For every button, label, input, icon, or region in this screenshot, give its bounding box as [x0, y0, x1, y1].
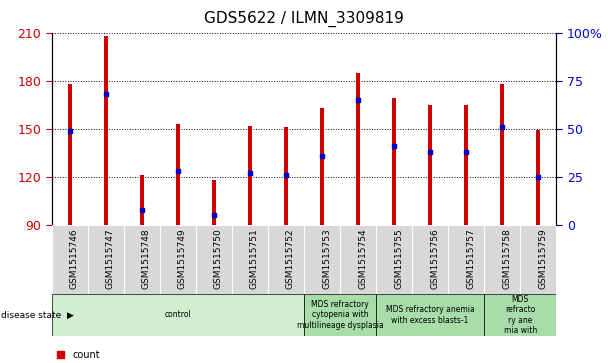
Bar [428, 105, 432, 225]
FancyBboxPatch shape [52, 294, 304, 336]
FancyBboxPatch shape [160, 225, 196, 294]
Bar [212, 180, 216, 225]
Text: GSM1515759: GSM1515759 [538, 229, 547, 289]
Point [389, 143, 399, 149]
FancyBboxPatch shape [484, 225, 520, 294]
Bar [284, 127, 288, 225]
Text: GSM1515746: GSM1515746 [70, 229, 78, 289]
Bar [140, 175, 144, 225]
Text: control: control [165, 310, 191, 319]
Point [281, 172, 291, 178]
Text: MDS refractory
cytopenia with
multilineage dysplasia: MDS refractory cytopenia with multilinea… [297, 300, 384, 330]
FancyBboxPatch shape [448, 225, 484, 294]
FancyBboxPatch shape [52, 225, 88, 294]
FancyBboxPatch shape [484, 294, 556, 336]
Bar [67, 84, 72, 225]
Bar [320, 108, 324, 225]
Bar [464, 105, 468, 225]
Text: GDS5622 / ILMN_3309819: GDS5622 / ILMN_3309819 [204, 11, 404, 27]
Point [173, 168, 183, 174]
Text: GSM1515752: GSM1515752 [286, 229, 295, 289]
FancyBboxPatch shape [124, 225, 160, 294]
Text: GSM1515758: GSM1515758 [502, 229, 511, 289]
Text: GSM1515753: GSM1515753 [322, 229, 331, 289]
Text: disease state  ▶: disease state ▶ [1, 310, 74, 319]
Text: GSM1515751: GSM1515751 [250, 229, 259, 289]
FancyBboxPatch shape [268, 225, 304, 294]
FancyBboxPatch shape [304, 294, 376, 336]
FancyBboxPatch shape [376, 225, 412, 294]
FancyBboxPatch shape [232, 225, 268, 294]
Point [353, 97, 363, 103]
Bar [500, 84, 505, 225]
Bar [356, 73, 360, 225]
Legend: count, percentile rank within the sample: count, percentile rank within the sample [57, 350, 237, 363]
FancyBboxPatch shape [304, 225, 340, 294]
Point [101, 91, 111, 97]
Point [533, 174, 543, 180]
Text: GSM1515750: GSM1515750 [214, 229, 223, 289]
Text: GSM1515755: GSM1515755 [394, 229, 403, 289]
Point [317, 153, 327, 159]
Point [65, 128, 75, 134]
FancyBboxPatch shape [412, 225, 448, 294]
Text: GSM1515749: GSM1515749 [178, 229, 187, 289]
FancyBboxPatch shape [196, 225, 232, 294]
Text: GSM1515757: GSM1515757 [466, 229, 475, 289]
FancyBboxPatch shape [88, 225, 124, 294]
Point [426, 149, 435, 155]
Point [137, 207, 147, 213]
FancyBboxPatch shape [520, 225, 556, 294]
Bar [248, 126, 252, 225]
Point [209, 213, 219, 219]
Text: GSM1515748: GSM1515748 [142, 229, 151, 289]
Text: GSM1515756: GSM1515756 [430, 229, 439, 289]
Bar [392, 98, 396, 225]
Point [497, 124, 507, 130]
Text: GSM1515747: GSM1515747 [106, 229, 115, 289]
Bar [176, 124, 180, 225]
Bar [536, 130, 541, 225]
FancyBboxPatch shape [340, 225, 376, 294]
Text: MDS refractory anemia
with excess blasts-1: MDS refractory anemia with excess blasts… [386, 305, 474, 325]
Point [461, 149, 471, 155]
Point [245, 170, 255, 176]
Text: MDS
refracto
ry ane
mia with: MDS refracto ry ane mia with [503, 295, 537, 335]
Bar [103, 36, 108, 225]
FancyBboxPatch shape [376, 294, 484, 336]
Text: GSM1515754: GSM1515754 [358, 229, 367, 289]
